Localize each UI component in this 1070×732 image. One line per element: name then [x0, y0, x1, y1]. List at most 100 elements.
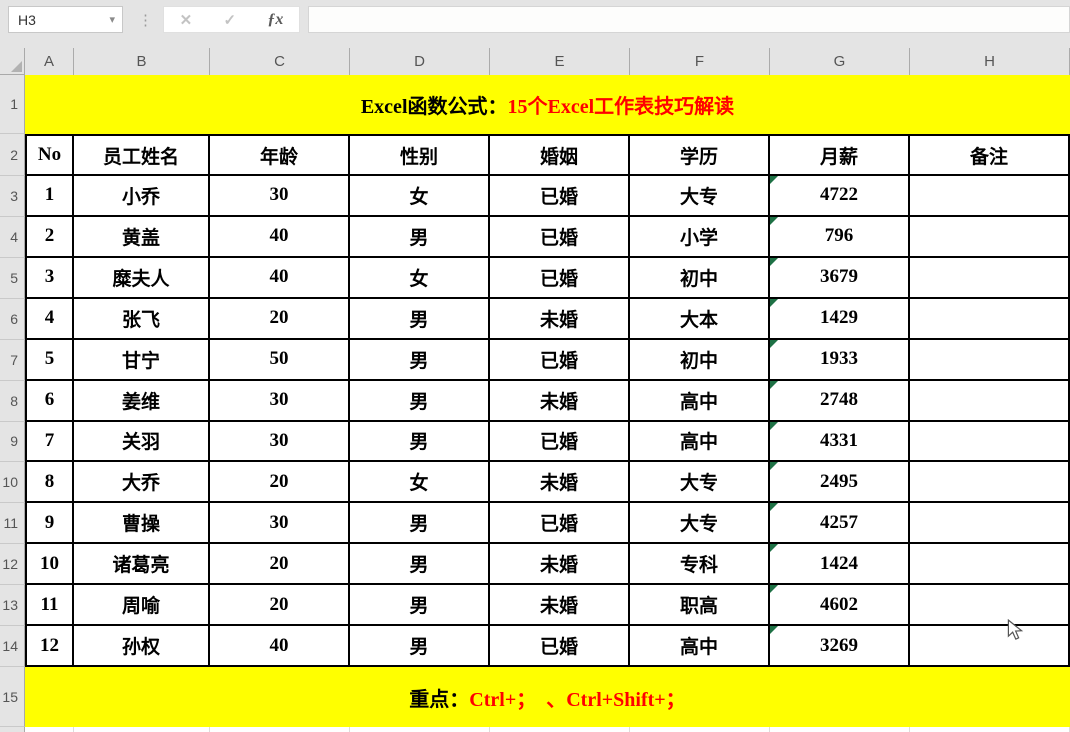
formula-bar[interactable]: [308, 6, 1070, 33]
row-header-10[interactable]: 10: [0, 462, 25, 504]
cell[interactable]: 已婚: [490, 626, 630, 668]
cancel-icon[interactable]: ✕: [179, 11, 193, 29]
row-header-1[interactable]: 1: [0, 75, 25, 134]
cell[interactable]: [910, 585, 1070, 627]
cell[interactable]: 男: [350, 544, 490, 586]
column-header-E[interactable]: E: [490, 48, 630, 75]
column-header-G[interactable]: G: [770, 48, 910, 75]
column-header-B[interactable]: B: [74, 48, 210, 75]
column-header-A[interactable]: A: [25, 48, 74, 75]
cell[interactable]: 曹操: [74, 503, 210, 545]
row-header-8[interactable]: 8: [0, 380, 25, 422]
row-header-13[interactable]: 13: [0, 585, 25, 627]
header-cell[interactable]: 学历: [630, 134, 770, 176]
cell[interactable]: 2748: [770, 380, 910, 422]
cell[interactable]: 50: [210, 339, 350, 381]
cell[interactable]: [910, 462, 1070, 504]
row-header-7[interactable]: 7: [0, 339, 25, 381]
cell[interactable]: [910, 176, 1070, 217]
cell[interactable]: [910, 380, 1070, 422]
cell[interactable]: 女: [350, 176, 490, 217]
cell[interactable]: 小乔: [74, 176, 210, 217]
cell[interactable]: 未婚: [490, 585, 630, 627]
cell[interactable]: 9: [25, 503, 74, 545]
cell[interactable]: 关羽: [74, 421, 210, 463]
column-header-C[interactable]: C: [210, 48, 350, 75]
cell[interactable]: 7: [25, 421, 74, 463]
cell[interactable]: 高中: [630, 421, 770, 463]
header-cell[interactable]: 年龄: [210, 134, 350, 176]
cell[interactable]: 已婚: [490, 421, 630, 463]
cell[interactable]: 4331: [770, 421, 910, 463]
header-cell[interactable]: No: [25, 134, 74, 176]
cell[interactable]: 3679: [770, 257, 910, 299]
cell[interactable]: 10: [25, 544, 74, 586]
cell[interactable]: 8: [25, 462, 74, 504]
cell[interactable]: 40: [210, 216, 350, 258]
cell[interactable]: 已婚: [490, 176, 630, 217]
cell[interactable]: 已婚: [490, 216, 630, 258]
row-header-9[interactable]: 9: [0, 421, 25, 463]
cell[interactable]: 大专: [630, 503, 770, 545]
cell[interactable]: 初中: [630, 257, 770, 299]
cell[interactable]: 男: [350, 503, 490, 545]
cell[interactable]: 男: [350, 216, 490, 258]
cell[interactable]: [910, 421, 1070, 463]
row-header-2[interactable]: 2: [0, 134, 25, 176]
cell[interactable]: 未婚: [490, 462, 630, 504]
cell[interactable]: 张飞: [74, 298, 210, 340]
cell[interactable]: 11: [25, 585, 74, 627]
cell[interactable]: 20: [210, 462, 350, 504]
cell[interactable]: 未婚: [490, 544, 630, 586]
cell[interactable]: 高中: [630, 626, 770, 668]
cell[interactable]: 40: [210, 257, 350, 299]
cell[interactable]: [910, 544, 1070, 586]
cell[interactable]: [910, 503, 1070, 545]
select-all-corner[interactable]: [0, 48, 25, 75]
row-header-15[interactable]: 15: [0, 667, 25, 727]
cell[interactable]: 男: [350, 339, 490, 381]
name-box[interactable]: H3 ▾: [8, 6, 123, 33]
cell[interactable]: 2495: [770, 462, 910, 504]
cell[interactable]: 男: [350, 380, 490, 422]
cell[interactable]: 专科: [630, 544, 770, 586]
cell[interactable]: 已婚: [490, 503, 630, 545]
cell[interactable]: 甘宁: [74, 339, 210, 381]
cell[interactable]: 大本: [630, 298, 770, 340]
cell[interactable]: 5: [25, 339, 74, 381]
title-banner[interactable]: Excel函数公式： 15个Excel工作表技巧解读: [25, 75, 1070, 134]
cell[interactable]: 周喻: [74, 585, 210, 627]
cell[interactable]: 姜维: [74, 380, 210, 422]
cell[interactable]: [910, 339, 1070, 381]
cell[interactable]: 12: [25, 626, 74, 668]
row-header-14[interactable]: 14: [0, 626, 25, 668]
cell[interactable]: [910, 216, 1070, 258]
cell[interactable]: 已婚: [490, 257, 630, 299]
header-cell[interactable]: 婚姻: [490, 134, 630, 176]
cell[interactable]: 1429: [770, 298, 910, 340]
row-header-5[interactable]: 5: [0, 257, 25, 299]
cell[interactable]: 大乔: [74, 462, 210, 504]
cell[interactable]: 男: [350, 298, 490, 340]
cell[interactable]: 1424: [770, 544, 910, 586]
cell[interactable]: 1933: [770, 339, 910, 381]
cell[interactable]: 4722: [770, 176, 910, 217]
cell[interactable]: 4: [25, 298, 74, 340]
cell[interactable]: 2: [25, 216, 74, 258]
column-header-F[interactable]: F: [630, 48, 770, 75]
insert-function-icon[interactable]: ƒx: [267, 10, 284, 28]
cell[interactable]: 30: [210, 176, 350, 217]
row-header-11[interactable]: 11: [0, 503, 25, 545]
cell[interactable]: 女: [350, 462, 490, 504]
cell[interactable]: 1: [25, 176, 74, 217]
cell[interactable]: 大专: [630, 462, 770, 504]
cell[interactable]: 未婚: [490, 298, 630, 340]
cell[interactable]: 小学: [630, 216, 770, 258]
header-cell[interactable]: 性别: [350, 134, 490, 176]
cell[interactable]: 孙权: [74, 626, 210, 668]
cell[interactable]: [910, 257, 1070, 299]
cell[interactable]: [910, 626, 1070, 668]
row-header-6[interactable]: 6: [0, 298, 25, 340]
cell[interactable]: 未婚: [490, 380, 630, 422]
column-header-D[interactable]: D: [350, 48, 490, 75]
